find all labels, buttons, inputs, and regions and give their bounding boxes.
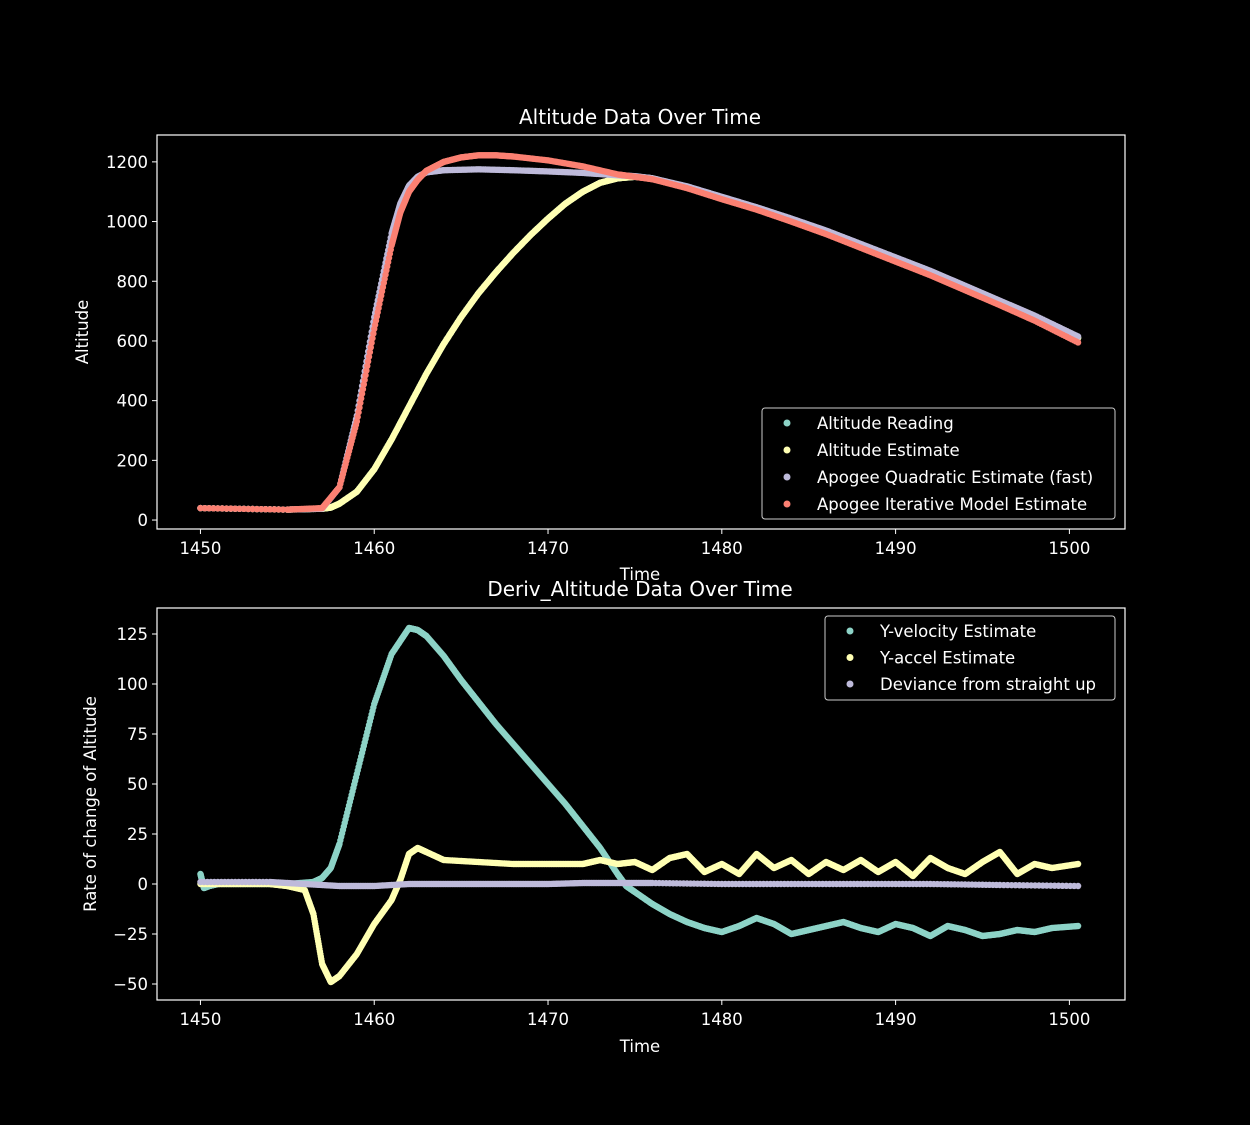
deriv-altitude-chart: Deriv_Altitude Data Over Time 1450 1460 14…: [81, 577, 1126, 1056]
x-axis-label: Time: [619, 565, 660, 584]
data-points: [197, 624, 1082, 986]
y-tick-label: 200: [117, 451, 149, 470]
altitude-chart: Altitude Data Over Time 1450 1460 1470 1480…: [73, 105, 1126, 584]
x-tick-label: 1470: [527, 539, 569, 558]
legend: Altitude Reading Altitude Estimate Apogee …: [761, 407, 1116, 520]
y-tick-label: 400: [117, 392, 149, 411]
legend-marker: [783, 446, 791, 454]
series-apogee-iterative-model-estimate: [197, 152, 1082, 513]
legend-marker: [783, 473, 791, 481]
x-axis-ticks: 1450 1460 1470 1480 1490 1500: [179, 529, 1090, 558]
legend-label: Apogee Iterative Model Estimate: [817, 495, 1087, 514]
data-point: [1074, 922, 1082, 930]
series-y-velocity-estimate: [197, 624, 1082, 940]
x-tick-label: 1500: [1048, 539, 1090, 558]
data-point: [1074, 333, 1082, 340]
y-tick-label: 600: [117, 332, 149, 351]
chart-title: Altitude Data Over Time: [519, 105, 761, 129]
plot-area: [156, 134, 1126, 530]
legend-label: Altitude Estimate: [817, 441, 960, 460]
legend-marker: [783, 500, 791, 508]
data-points: [197, 152, 1082, 513]
series-y-accel-estimate: [197, 844, 1082, 986]
chart-title: Deriv_Altitude Data Over Time: [487, 577, 792, 601]
legend-label: Altitude Reading: [817, 414, 954, 433]
data-point: [1074, 339, 1082, 346]
x-tick-label: 1450: [179, 539, 221, 558]
x-tick-label: 1480: [701, 539, 743, 558]
y-axis-ticks: 0 200 400 600 800 1000 1200: [106, 153, 157, 530]
legend-box: [761, 407, 1116, 520]
y-axis-label: Altitude: [73, 300, 92, 364]
data-point: [1074, 860, 1082, 868]
y-tick-label: 1000: [106, 213, 148, 232]
x-tick-label: 1460: [353, 539, 395, 558]
x-tick-label: 1490: [875, 539, 917, 558]
y-tick-label: 1200: [106, 153, 148, 172]
legend-label: Apogee Quadratic Estimate (fast): [817, 468, 1093, 487]
series-deviance-from-straight-up: [197, 878, 1082, 890]
y-tick-label: 0: [138, 511, 149, 530]
legend-marker: [783, 419, 791, 427]
y-tick-label: 800: [117, 272, 149, 291]
